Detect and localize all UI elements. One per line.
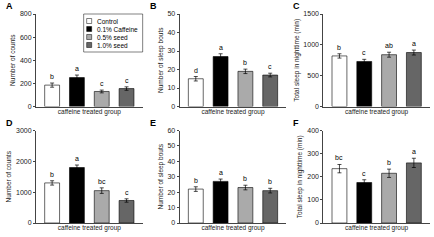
svg-text:0: 0: [28, 103, 32, 110]
svg-text:c: c: [362, 170, 366, 177]
svg-text:caffeine treated group: caffeine treated group: [58, 108, 122, 116]
svg-text:c: c: [362, 49, 366, 56]
svg-text:a: a: [75, 65, 79, 72]
svg-text:0: 0: [315, 219, 319, 226]
svg-text:caffeine treated group: caffeine treated group: [345, 108, 409, 116]
svg-text:Number of counts: Number of counts: [5, 150, 12, 202]
svg-text:a: a: [75, 155, 79, 162]
svg-text:c: c: [125, 189, 129, 196]
svg-text:50: 50: [167, 10, 175, 17]
svg-text:a: a: [219, 169, 223, 176]
svg-text:500: 500: [307, 72, 319, 79]
svg-text:caffeine treated group: caffeine treated group: [201, 224, 265, 232]
svg-text:2000: 2000: [16, 158, 32, 165]
svg-text:30: 30: [167, 173, 175, 180]
svg-text:a: a: [412, 148, 416, 155]
svg-text:B: B: [150, 1, 157, 11]
svg-text:0: 0: [171, 219, 175, 226]
svg-text:Total sleep in nighttime (min): Total sleep in nighttime (min): [293, 19, 301, 102]
svg-text:caffeine treated group: caffeine treated group: [345, 224, 409, 232]
svg-text:b: b: [194, 177, 198, 184]
svg-text:b: b: [243, 59, 247, 66]
svg-text:20: 20: [167, 189, 175, 196]
svg-text:0.1% Caffeine: 0.1% Caffeine: [97, 26, 138, 33]
svg-text:30: 30: [167, 47, 175, 54]
svg-text:10: 10: [167, 204, 175, 211]
svg-text:Number of sleep bouts: Number of sleep bouts: [157, 27, 165, 93]
svg-text:c: c: [125, 77, 129, 84]
svg-text:b: b: [337, 44, 341, 51]
svg-text:100: 100: [307, 196, 319, 203]
svg-text:Number of counts: Number of counts: [9, 34, 16, 86]
svg-text:Number of sleep bouts: Number of sleep bouts: [157, 143, 165, 209]
svg-text:E: E: [150, 118, 156, 128]
svg-text:40: 40: [167, 158, 175, 165]
svg-text:50: 50: [167, 142, 175, 149]
svg-text:0: 0: [171, 103, 175, 110]
svg-text:300: 300: [307, 150, 319, 157]
svg-text:Control: Control: [97, 18, 119, 25]
svg-text:c: c: [100, 80, 104, 87]
svg-text:C: C: [293, 1, 300, 11]
svg-text:0.5% seed: 0.5% seed: [97, 34, 128, 41]
svg-text:c: c: [268, 63, 272, 70]
svg-text:caffeine treated group: caffeine treated group: [58, 224, 122, 232]
svg-text:800: 800: [20, 10, 32, 17]
svg-text:b: b: [268, 178, 272, 185]
svg-text:200: 200: [20, 80, 32, 87]
svg-text:400: 400: [307, 127, 319, 134]
svg-text:600: 600: [20, 34, 32, 41]
svg-text:200: 200: [307, 173, 319, 180]
svg-text:0: 0: [28, 219, 32, 226]
svg-text:A: A: [6, 1, 13, 11]
svg-text:caffeine treated group: caffeine treated group: [201, 108, 265, 116]
svg-text:Total sleep in nighttime (min): Total sleep in nighttime (min): [296, 135, 304, 218]
svg-text:a: a: [412, 40, 416, 47]
svg-text:1000: 1000: [303, 41, 319, 48]
svg-text:b: b: [50, 73, 54, 80]
svg-text:1000: 1000: [16, 189, 32, 196]
svg-text:bc: bc: [98, 178, 106, 185]
svg-text:d: d: [194, 67, 198, 74]
svg-text:D: D: [6, 118, 13, 128]
svg-text:a: a: [219, 44, 223, 51]
svg-text:bc: bc: [335, 154, 343, 161]
svg-text:40: 40: [167, 29, 175, 36]
svg-text:60: 60: [167, 127, 175, 134]
svg-text:20: 20: [167, 66, 175, 73]
svg-text:b: b: [387, 159, 391, 166]
svg-text:1500: 1500: [303, 10, 319, 17]
svg-text:3000: 3000: [16, 127, 32, 134]
svg-text:10: 10: [167, 84, 175, 91]
svg-text:F: F: [293, 118, 299, 128]
svg-text:b: b: [243, 175, 247, 182]
svg-text:0: 0: [315, 103, 319, 110]
svg-text:ab: ab: [385, 42, 393, 49]
svg-text:b: b: [50, 171, 54, 178]
svg-text:1.0% seed: 1.0% seed: [97, 42, 128, 49]
svg-text:400: 400: [20, 57, 32, 64]
